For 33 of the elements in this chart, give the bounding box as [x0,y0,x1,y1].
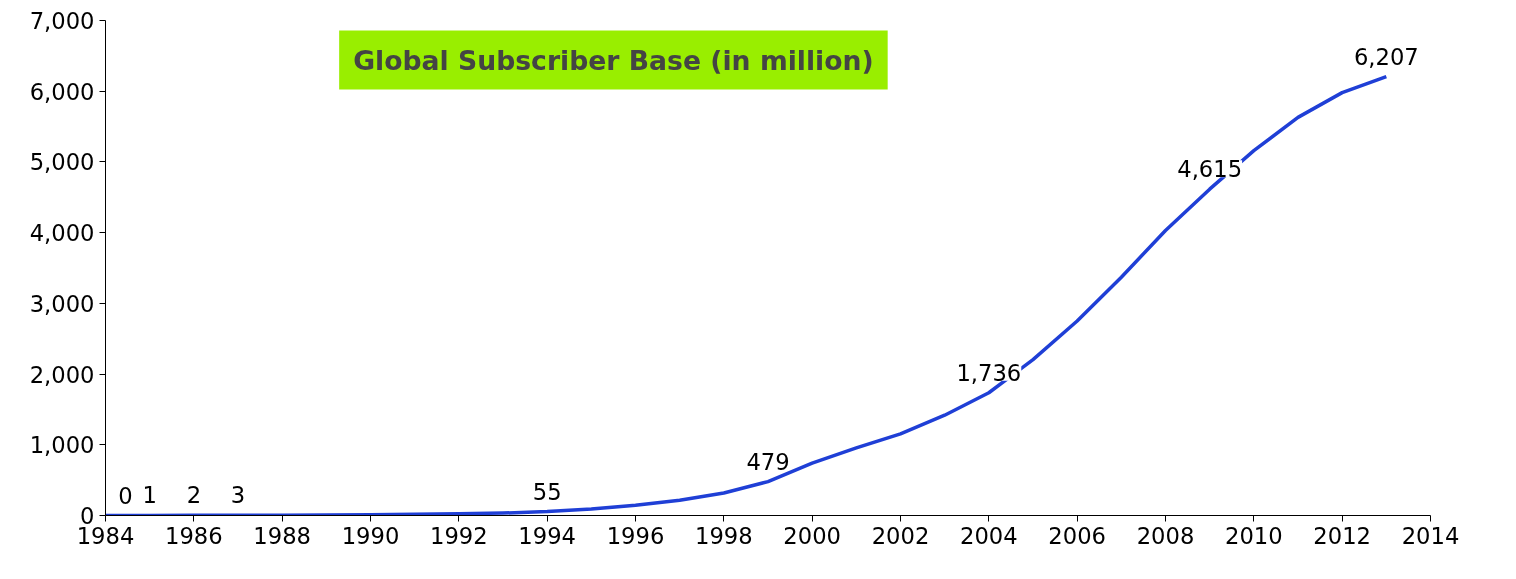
x-tick-label: 2004 [960,522,1018,549]
x-tick-label: 2012 [1313,522,1372,549]
y-tick-label: 7,000 [29,8,95,34]
x-tick-label: 2010 [1225,522,1283,549]
y-tick-label: 2,000 [29,361,95,388]
x-tick-label: 2002 [871,522,930,549]
x-tick-label: 2008 [1136,522,1195,549]
data-label: 479 [746,448,790,475]
x-tick-label: 1994 [518,522,577,549]
data-label: 55 [532,478,562,505]
y-tick-label: 6,000 [29,78,95,105]
x-tick-label: 1996 [606,522,665,549]
x-tick-label: 1992 [430,522,488,549]
line-series [105,74,1389,516]
x-tick-label: 1988 [253,522,312,549]
y-tick-label: 5,000 [29,149,95,176]
data-label: 1 [142,482,157,509]
x-tick-label: 2000 [783,522,842,549]
x-tick-label: 1998 [695,522,753,549]
data-label: 1,736 [956,359,1022,386]
x-tick-label: 1986 [165,522,223,549]
x-tick-label: 2006 [1048,522,1107,549]
x-tick-label: 1990 [341,522,400,549]
data-label: 4,615 [1177,156,1243,183]
x-tick-label: 2014 [1401,522,1460,549]
y-tick-label: 1,000 [29,432,95,459]
y-tick-label: 3,000 [29,290,95,317]
data-label: 2 [186,482,202,509]
y-tick-label: 4,000 [29,220,95,247]
data-label: 6,207 [1353,43,1419,70]
data-label: 0 [118,482,133,509]
data-label: 3 [230,482,246,509]
text: Global Subscriber Base (in million) [353,44,874,76]
